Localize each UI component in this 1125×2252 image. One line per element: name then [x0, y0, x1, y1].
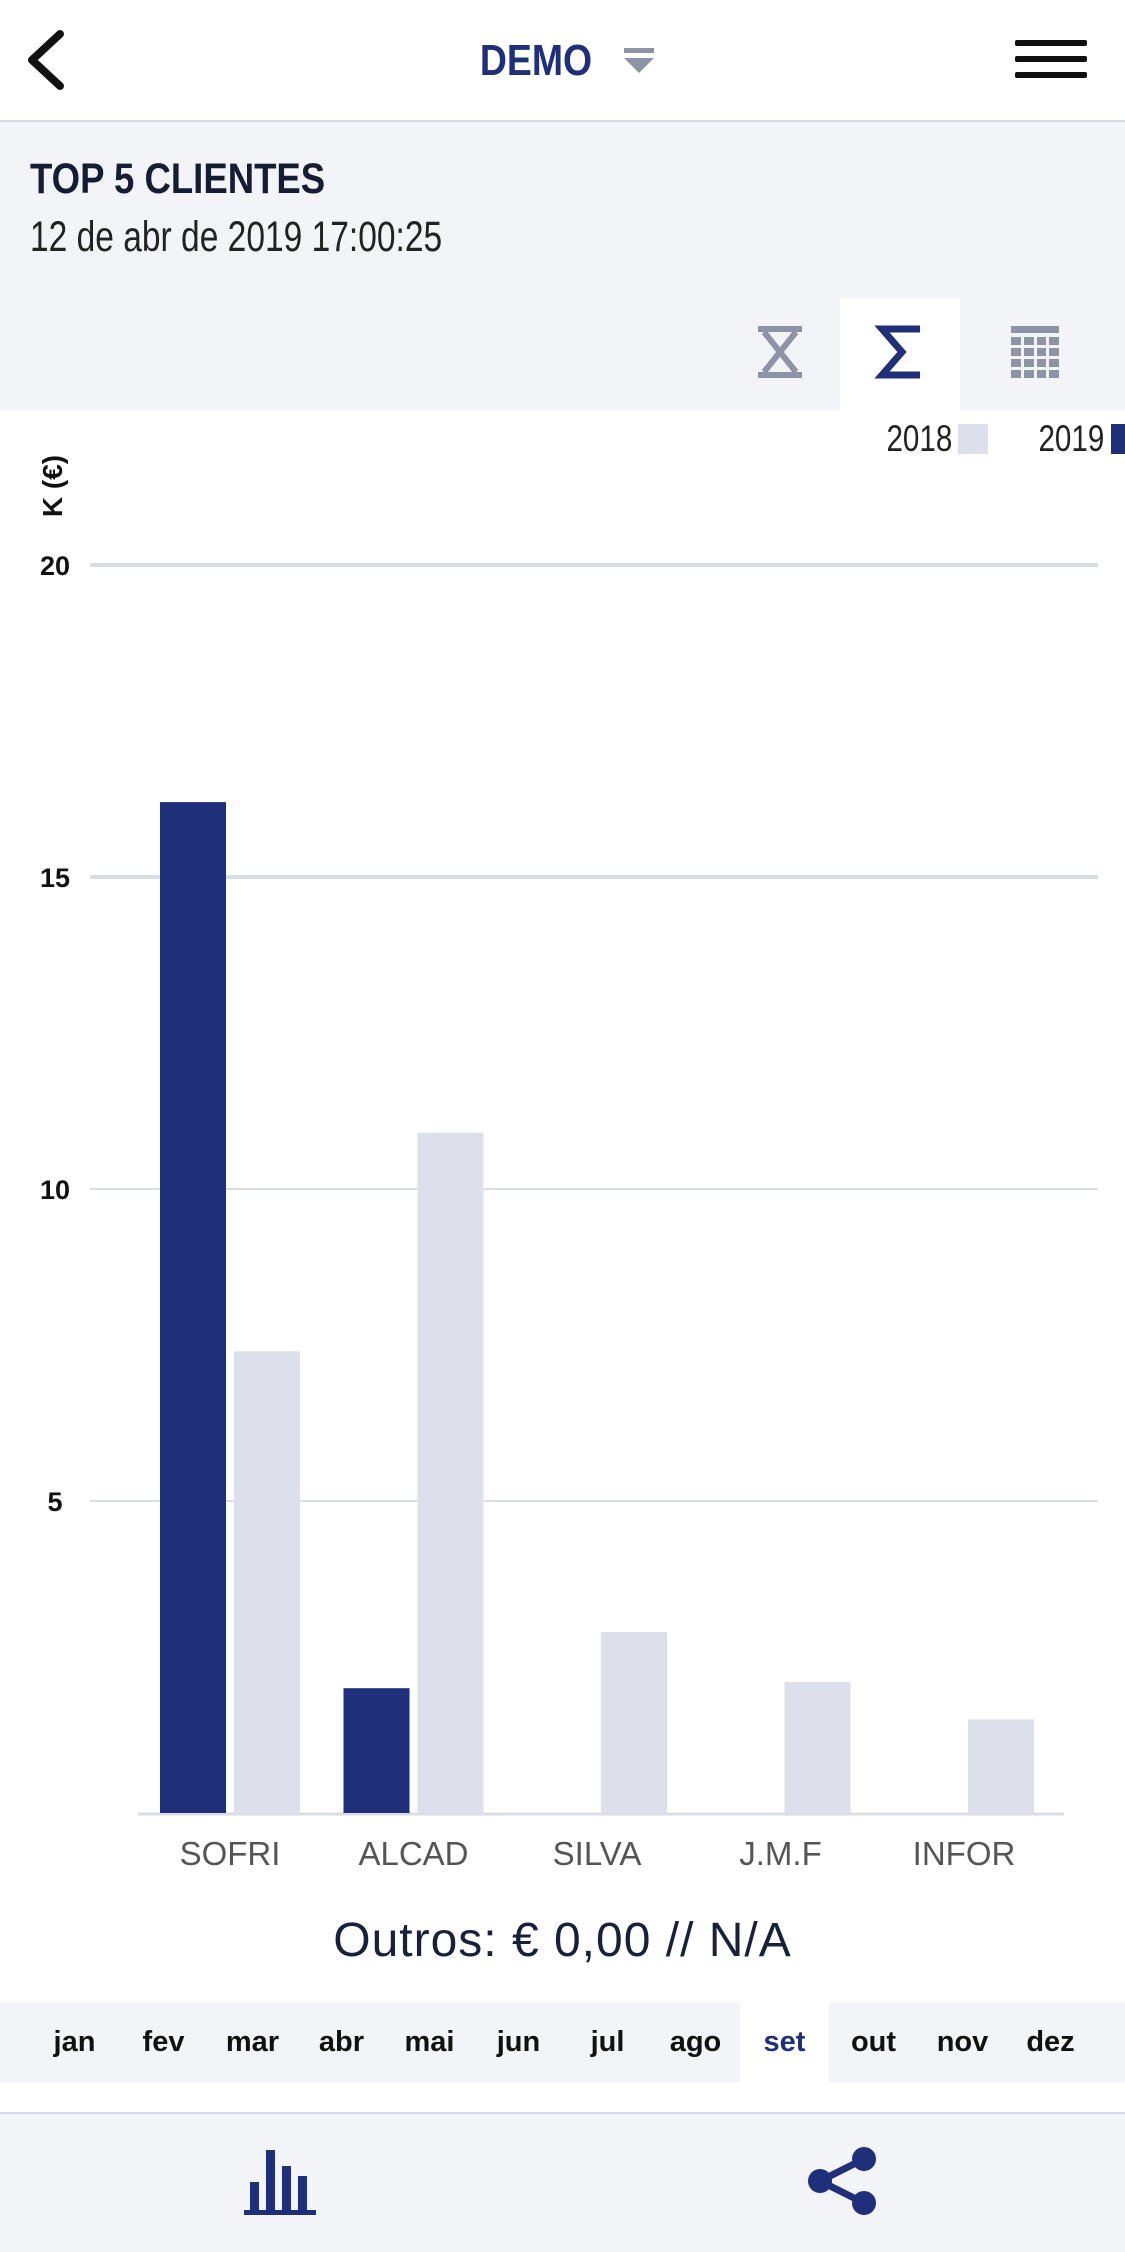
month-jun[interactable]: jun	[496, 2025, 541, 2058]
tab-chart[interactable]	[0, 2114, 562, 2252]
month-jan[interactable]: jan	[53, 2025, 96, 2058]
bar-2018-SOFRI	[234, 1351, 300, 1813]
month-fev[interactable]: fev	[142, 2025, 185, 2058]
legend-label-2018: 2018	[886, 418, 953, 459]
month-ago[interactable]: ago	[669, 2025, 722, 2058]
legend-item-2019: 2019	[1022, 418, 1125, 460]
month-dez[interactable]: dez	[1026, 2025, 1075, 2058]
view-table-button[interactable]	[975, 298, 1095, 410]
month-mai[interactable]: mai	[404, 2025, 455, 2058]
legend-swatch-2019	[1110, 424, 1125, 454]
back-icon[interactable]	[22, 28, 78, 92]
outros-summary: Outros: € 0,00 // N/A	[333, 1914, 792, 1967]
share-icon	[804, 2145, 882, 2222]
bar-chart-icon	[244, 2146, 318, 2221]
chart-legend: 2018 2019	[870, 414, 1125, 464]
y-tick-label: 5	[47, 1487, 62, 1517]
app-title: DEMO	[479, 36, 592, 85]
view-sum-button[interactable]	[840, 298, 960, 410]
page-title: TOP 5 CLIENTES	[30, 155, 326, 203]
bar-2019-ALCAD	[343, 1688, 410, 1813]
y-tick-label: 20	[40, 551, 70, 581]
y-tick-label: 10	[40, 1175, 70, 1205]
view-period-button[interactable]	[720, 298, 840, 410]
bar-2018-SILVA	[601, 1632, 667, 1813]
bottom-tab-bar	[0, 2112, 1125, 2252]
hourglass-icon	[754, 324, 806, 385]
legend-swatch-2018	[958, 424, 989, 454]
month-selector: jan fev mar abr mai jun jul ago set out …	[0, 2002, 1125, 2082]
menu-icon[interactable]	[1015, 36, 1089, 84]
top-bar: DEMO	[0, 0, 1125, 122]
month-nov[interactable]: nov	[936, 2025, 989, 2058]
sigma-icon	[874, 323, 926, 386]
bar-2018-J.M.F	[784, 1681, 851, 1813]
x-tick-label: INFOR	[913, 1835, 1016, 1872]
chevron-down-icon	[622, 46, 656, 76]
month-mar[interactable]: mar	[225, 2025, 280, 2058]
x-tick-label: ALCAD	[358, 1835, 468, 1872]
bar-2019-SOFRI	[160, 802, 226, 1813]
legend-label-2019: 2019	[1038, 418, 1105, 459]
bar-2018-INFOR	[968, 1719, 1034, 1813]
x-tick-label: SOFRI	[180, 1835, 281, 1872]
table-grid-icon	[1011, 325, 1059, 383]
company-selector[interactable]: DEMO	[0, 0, 1125, 122]
report-timestamp: 12 de abr de 2019 17:00:25	[30, 213, 443, 261]
x-tick-label: SILVA	[553, 1835, 642, 1872]
y-axis-title: K (€)	[37, 455, 68, 517]
bar-2018-ALCAD	[417, 1132, 484, 1813]
month-set[interactable]: set	[740, 2002, 829, 2082]
month-abr[interactable]: abr	[318, 2025, 365, 2058]
legend-item-2018: 2018	[870, 418, 989, 460]
x-tick-label: J.M.F	[739, 1835, 821, 1872]
tab-share[interactable]	[562, 2114, 1124, 2252]
bar-chart: 5 10 15 20 SOFRI ALCAD SILVA J.M.F INFOR K (€)	[37, 455, 1098, 1872]
month-jul[interactable]: jul	[590, 2025, 625, 2058]
y-tick-label: 15	[40, 863, 70, 893]
month-out[interactable]: out	[850, 2025, 897, 2058]
